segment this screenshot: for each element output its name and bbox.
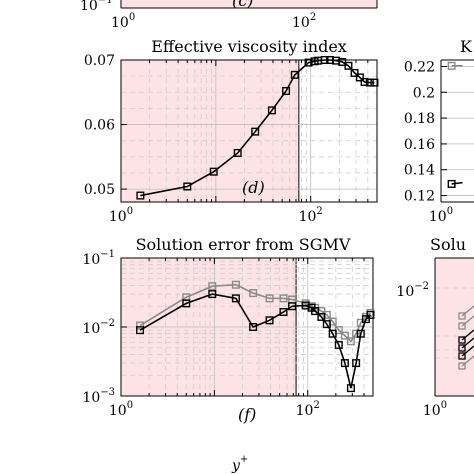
d-shade-rect xyxy=(121,60,299,202)
f-series-0-point-15 xyxy=(340,331,349,340)
d-ytick-label-1: 0.06 xyxy=(84,118,115,134)
k-ytick-label-4: 0.2 xyxy=(413,85,435,101)
d-series-0-point-7 xyxy=(290,70,299,79)
panel-f-annotation: (f) xyxy=(238,405,256,424)
f-ytick-label-0: 10−1 xyxy=(82,249,115,268)
d-series-0-point-0 xyxy=(136,191,145,200)
k-xtick-label-0: 100 xyxy=(429,206,453,225)
f-series-1-point-13 xyxy=(328,329,337,338)
k-ytick-label-0: 0.12 xyxy=(404,189,435,205)
f-xtick-label-2: 102 xyxy=(296,400,320,419)
d-axes-box xyxy=(120,59,378,203)
f-series-1-point-16 xyxy=(346,384,355,393)
s-series-2-line xyxy=(461,329,474,341)
f-series-1-point-20 xyxy=(366,310,375,319)
f-series-1-point-1 xyxy=(182,299,191,308)
s-series-4-line xyxy=(461,345,474,357)
f-series-1-point-7 xyxy=(288,302,297,311)
f-series-1-point-14 xyxy=(334,340,343,349)
panel-solution-error: Solution error from SGMV 100 10210−110−21… xyxy=(82,235,375,474)
d-ytick-label-0: 0.05 xyxy=(84,182,115,198)
k-ytick-label-5: 0.22 xyxy=(404,59,435,75)
f-series-1-point-3 xyxy=(231,294,240,303)
panel-k-title: K xyxy=(460,37,473,56)
f-series-1-point-0 xyxy=(136,326,145,335)
s-series-5-point-0 xyxy=(458,362,466,370)
f-xtick-label-0: 100 xyxy=(109,400,133,419)
f-series-0-point-3 xyxy=(231,280,240,289)
f-series-0-point-5 xyxy=(265,294,274,303)
panel-f-title: Solution error from SGMV xyxy=(136,235,351,254)
s-ytick-label-0: 10−2 xyxy=(396,281,429,300)
panel-top-left-annotation: (c) xyxy=(232,0,253,10)
d-xtick-label-2: 102 xyxy=(299,206,323,225)
d-series-0-point-19 xyxy=(365,78,374,87)
f-ytick-label-1: 10−2 xyxy=(82,318,115,337)
d-series-0-point-4 xyxy=(251,127,260,136)
panel-d-title: Effective viscosity index xyxy=(151,37,347,56)
panel-effective-viscosity: Effective viscosity index 100 102 0.05 0.06… xyxy=(84,37,379,225)
d-series-0-point-15 xyxy=(344,61,353,70)
f-series-0-point-6 xyxy=(279,294,288,303)
panel-top-left-ytick-0: 10−1 xyxy=(80,0,113,14)
f-series-1-point-2 xyxy=(208,290,217,299)
f-series-1-point-6 xyxy=(279,307,288,316)
panel-s-title: Solu xyxy=(430,235,466,254)
d-series-0-point-20 xyxy=(370,78,379,87)
k-ytick-label-2: 0.16 xyxy=(404,137,435,153)
f-series-1-point-4 xyxy=(249,323,258,332)
d-series-0-point-1 xyxy=(183,182,192,191)
f-series-1-point-5 xyxy=(265,316,274,325)
s-series-3-point-0 xyxy=(458,344,466,352)
d-ytick-label-2: 0.07 xyxy=(84,53,115,69)
d-series-0-point-3 xyxy=(233,148,242,157)
k-ytick-label-3: 0.18 xyxy=(404,111,435,127)
d-series-0-point-17 xyxy=(355,73,364,82)
d-series-0-point-18 xyxy=(360,77,369,86)
s-series-4-point-0 xyxy=(458,352,466,360)
f-series-0-point-2 xyxy=(208,282,217,291)
f-series-0-point-17 xyxy=(352,329,361,338)
panel-top-left-xtick-1: 102 xyxy=(292,12,316,31)
f-series-1-point-19 xyxy=(361,315,370,324)
d-xtick-label-0: 100 xyxy=(109,206,133,225)
s-series-3-line xyxy=(461,337,474,349)
f-series-0-point-16 xyxy=(346,337,355,346)
d-series-0-point-11 xyxy=(320,56,329,65)
d-series-0-point-16 xyxy=(350,68,359,77)
f-series-1-point-12 xyxy=(322,320,331,329)
panel-d-annotation: (d) xyxy=(242,178,265,197)
k-series-1-point-0 xyxy=(447,179,456,188)
s-series-1-line xyxy=(461,315,474,327)
f-series-1-point-17 xyxy=(352,359,361,368)
d-series-0-point-5 xyxy=(267,106,276,115)
f-series-0-point-0 xyxy=(136,321,145,330)
f-series-1-point-10 xyxy=(311,307,320,316)
d-series-0-point-6 xyxy=(282,86,291,95)
k-series-1-line xyxy=(451,181,463,185)
panel-f-xlabel: y+ xyxy=(231,454,248,474)
k-series-0-point-0 xyxy=(447,61,456,70)
s-shade xyxy=(435,258,474,396)
k-ytick-label-1: 0.14 xyxy=(404,163,435,179)
panel-top-left: (c) 10−1 100 102 xyxy=(80,0,378,31)
panel-bottom-right-partial: Solu 10−2 100 xyxy=(396,235,474,419)
f-series-0-point-12 xyxy=(322,310,331,319)
s-xtick-label-0: 100 xyxy=(423,400,447,419)
f-series-1-point-18 xyxy=(356,329,365,338)
s-series-0-line xyxy=(461,305,474,317)
s-series-5-line xyxy=(461,355,474,367)
f-series-0-point-4 xyxy=(249,289,258,298)
panel-top-left-shade xyxy=(121,0,377,8)
d-series-0-point-2 xyxy=(209,167,218,176)
f-series-1-point-11 xyxy=(317,312,326,321)
panel-middle-right-partial: K 0.12 0.14 0.16 0.18 0.2 0.22 100 xyxy=(404,37,474,225)
s-series-0-point-0 xyxy=(458,312,466,320)
panel-top-left-xtick-0: 100 xyxy=(111,12,135,31)
s-series-1-point-0 xyxy=(458,322,466,330)
s-series-2-point-0 xyxy=(458,336,466,344)
f-series-1-point-15 xyxy=(340,359,349,368)
